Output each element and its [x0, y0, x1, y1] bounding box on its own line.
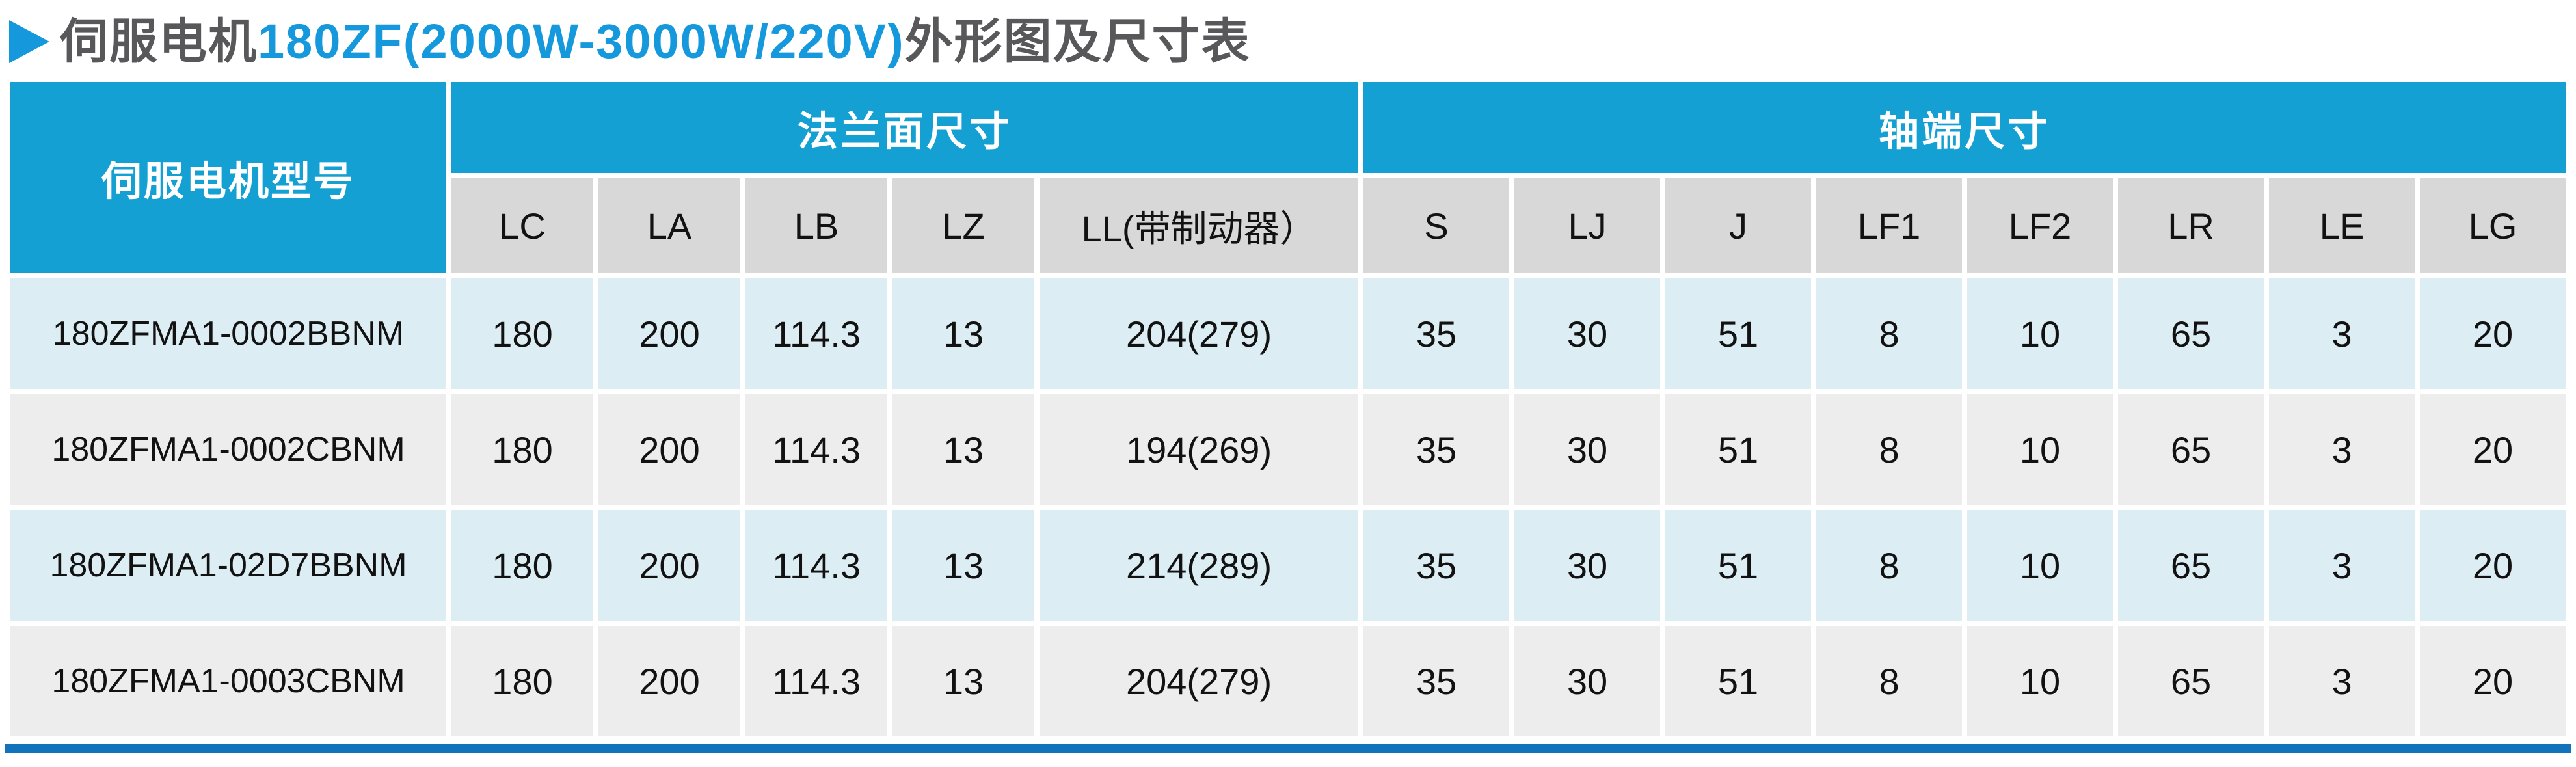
value-cell: 8	[1816, 626, 1963, 736]
title-prefix: 伺服电机	[60, 14, 258, 68]
value-cell: 10	[1967, 394, 2113, 505]
col-header-lg: LG	[2420, 178, 2566, 273]
value-cell: 10	[1967, 626, 2113, 736]
table-row: 180ZFMA1-02D7BBNM 180 200 114.3 13 214(2…	[10, 510, 2566, 621]
model-column-header: 伺服电机型号	[10, 82, 446, 273]
title-suffix: 外形图及尺寸表	[904, 14, 1251, 68]
value-cell: 65	[2118, 510, 2264, 621]
value-cell: 13	[892, 278, 1034, 389]
value-cell: 180	[451, 278, 593, 389]
model-cell: 180ZFMA1-02D7BBNM	[10, 510, 446, 621]
value-cell: 51	[1665, 278, 1812, 389]
col-header-lb: LB	[745, 178, 887, 273]
col-header-lc: LC	[451, 178, 593, 273]
value-cell: 200	[598, 394, 740, 505]
value-cell: 204(279)	[1040, 278, 1359, 389]
value-cell: 204(279)	[1040, 626, 1359, 736]
col-header-lf1: LF1	[1816, 178, 1963, 273]
value-cell: 8	[1816, 510, 1963, 621]
col-header-lj: LJ	[1514, 178, 1661, 273]
value-cell: 51	[1665, 394, 1812, 505]
value-cell: 200	[598, 510, 740, 621]
title-arrow-icon	[9, 20, 49, 63]
value-cell: 114.3	[745, 626, 887, 736]
bottom-accent-bar	[5, 744, 2571, 753]
value-cell: 200	[598, 278, 740, 389]
table-row: 180ZFMA1-0003CBNM 180 200 114.3 13 204(2…	[10, 626, 2566, 736]
value-cell: 114.3	[745, 510, 887, 621]
group-header-shaft: 轴端尺寸	[1363, 82, 2566, 173]
col-header-j: J	[1665, 178, 1812, 273]
value-cell: 13	[892, 626, 1034, 736]
value-cell: 3	[2269, 510, 2415, 621]
value-cell: 3	[2269, 394, 2415, 505]
title-model-range: 180ZF(2000W-3000W/220V)	[258, 14, 905, 68]
col-header-lr: LR	[2118, 178, 2264, 273]
col-header-la: LA	[598, 178, 740, 273]
col-header-ll: LL(带制动器）	[1040, 178, 1359, 273]
value-cell: 30	[1514, 510, 1661, 621]
value-cell: 35	[1363, 278, 1510, 389]
value-cell: 30	[1514, 278, 1661, 389]
dimension-table: 伺服电机型号 法兰面尺寸 轴端尺寸 LC LA LB LZ LL(带制动器） S…	[5, 77, 2571, 742]
value-cell: 65	[2118, 394, 2264, 505]
value-cell: 20	[2420, 626, 2566, 736]
value-cell: 30	[1514, 626, 1661, 736]
value-cell: 65	[2118, 626, 2264, 736]
value-cell: 114.3	[745, 278, 887, 389]
group-header-flange: 法兰面尺寸	[451, 82, 1359, 173]
value-cell: 20	[2420, 278, 2566, 389]
page-title: 伺服电机180ZF(2000W-3000W/220V)外形图及尺寸表	[60, 18, 1251, 66]
value-cell: 65	[2118, 278, 2264, 389]
value-cell: 114.3	[745, 394, 887, 505]
col-header-s: S	[1363, 178, 1510, 273]
model-cell: 180ZFMA1-0002BBNM	[10, 278, 446, 389]
value-cell: 180	[451, 394, 593, 505]
col-header-le: LE	[2269, 178, 2415, 273]
group-header-row: 伺服电机型号 法兰面尺寸 轴端尺寸	[10, 82, 2566, 273]
value-cell: 13	[892, 510, 1034, 621]
value-cell: 3	[2269, 278, 2415, 389]
value-cell: 10	[1967, 278, 2113, 389]
value-cell: 180	[451, 626, 593, 736]
page-title-row: 伺服电机180ZF(2000W-3000W/220V)外形图及尺寸表	[0, 0, 2576, 77]
col-header-lz: LZ	[892, 178, 1034, 273]
value-cell: 8	[1816, 394, 1963, 505]
value-cell: 20	[2420, 510, 2566, 621]
value-cell: 35	[1363, 510, 1510, 621]
column-header-row: LC LA LB LZ LL(带制动器） S LJ J LF1 LF2 LR L…	[10, 178, 2566, 273]
model-cell: 180ZFMA1-0002CBNM	[10, 394, 446, 505]
value-cell: 180	[451, 510, 593, 621]
value-cell: 8	[1816, 278, 1963, 389]
value-cell: 194(269)	[1040, 394, 1359, 505]
col-header-lf2: LF2	[1967, 178, 2113, 273]
value-cell: 3	[2269, 626, 2415, 736]
value-cell: 214(289)	[1040, 510, 1359, 621]
value-cell: 35	[1363, 394, 1510, 505]
value-cell: 20	[2420, 394, 2566, 505]
model-cell: 180ZFMA1-0003CBNM	[10, 626, 446, 736]
table-row: 180ZFMA1-0002CBNM 180 200 114.3 13 194(2…	[10, 394, 2566, 505]
table-row: 180ZFMA1-0002BBNM 180 200 114.3 13 204(2…	[10, 278, 2566, 389]
value-cell: 10	[1967, 510, 2113, 621]
value-cell: 13	[892, 394, 1034, 505]
value-cell: 30	[1514, 394, 1661, 505]
value-cell: 51	[1665, 510, 1812, 621]
value-cell: 35	[1363, 626, 1510, 736]
value-cell: 200	[598, 626, 740, 736]
value-cell: 51	[1665, 626, 1812, 736]
